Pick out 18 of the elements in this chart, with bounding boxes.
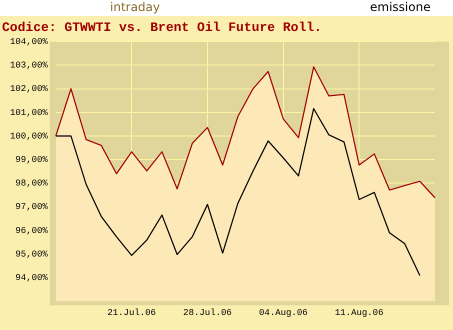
y-tick-label: 98,00% bbox=[15, 178, 48, 189]
x-tick-label: 28.Jul.06 bbox=[183, 308, 232, 318]
y-tick-label: 102,00% bbox=[10, 84, 48, 94]
y-tick-label: 95,00% bbox=[15, 249, 48, 260]
y-tick-label: 96,00% bbox=[15, 226, 48, 236]
y-tick-label: 103,00% bbox=[10, 60, 48, 71]
x-tick-label: 21.Jul.06 bbox=[107, 308, 156, 318]
y-tick-label: 99,00% bbox=[15, 154, 48, 165]
y-tick-label: 101,00% bbox=[10, 108, 48, 118]
y-tick-label: 100,00% bbox=[10, 131, 48, 142]
x-tick-label: 04.Aug.06 bbox=[259, 308, 308, 318]
x-tick-label: 11.Aug.06 bbox=[334, 308, 384, 318]
y-tick-label: 97,00% bbox=[15, 202, 48, 212]
y-tick-label: 94,00% bbox=[15, 272, 48, 283]
chart-title: Codice: GTWWTI vs. Brent Oil Future Roll. bbox=[2, 20, 322, 36]
text: emissione bbox=[370, 0, 431, 14]
y-tick-label: 104,00% bbox=[10, 36, 48, 47]
text: intraday bbox=[110, 0, 160, 14]
